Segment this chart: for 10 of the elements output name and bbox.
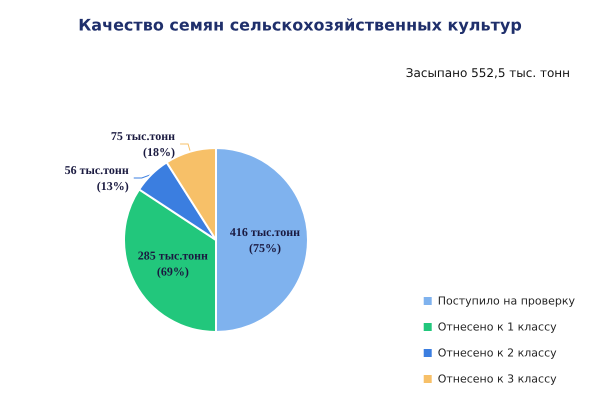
chart-title: Качество семян сельскохозяйственных культур: [78, 16, 522, 34]
legend-label: Отнесено к 1 классу: [438, 320, 558, 334]
data-label: 285 тыс.тонн (69%): [138, 248, 208, 278]
legend-label: Поступило на проверку: [438, 294, 576, 308]
chart-subtitle: Засыпано 552,5 тыс. тонн: [406, 66, 570, 80]
legend-label: Отнесено к 3 классу: [438, 372, 558, 386]
data-label: 416 тыс.тонн (75%): [230, 225, 300, 255]
data-label: 56 тыс.тонн (13%): [64, 162, 129, 193]
data-label: 75 тыс.тонн (18%): [110, 128, 176, 159]
legend-label: Отнесено к 2 классу: [438, 346, 558, 360]
